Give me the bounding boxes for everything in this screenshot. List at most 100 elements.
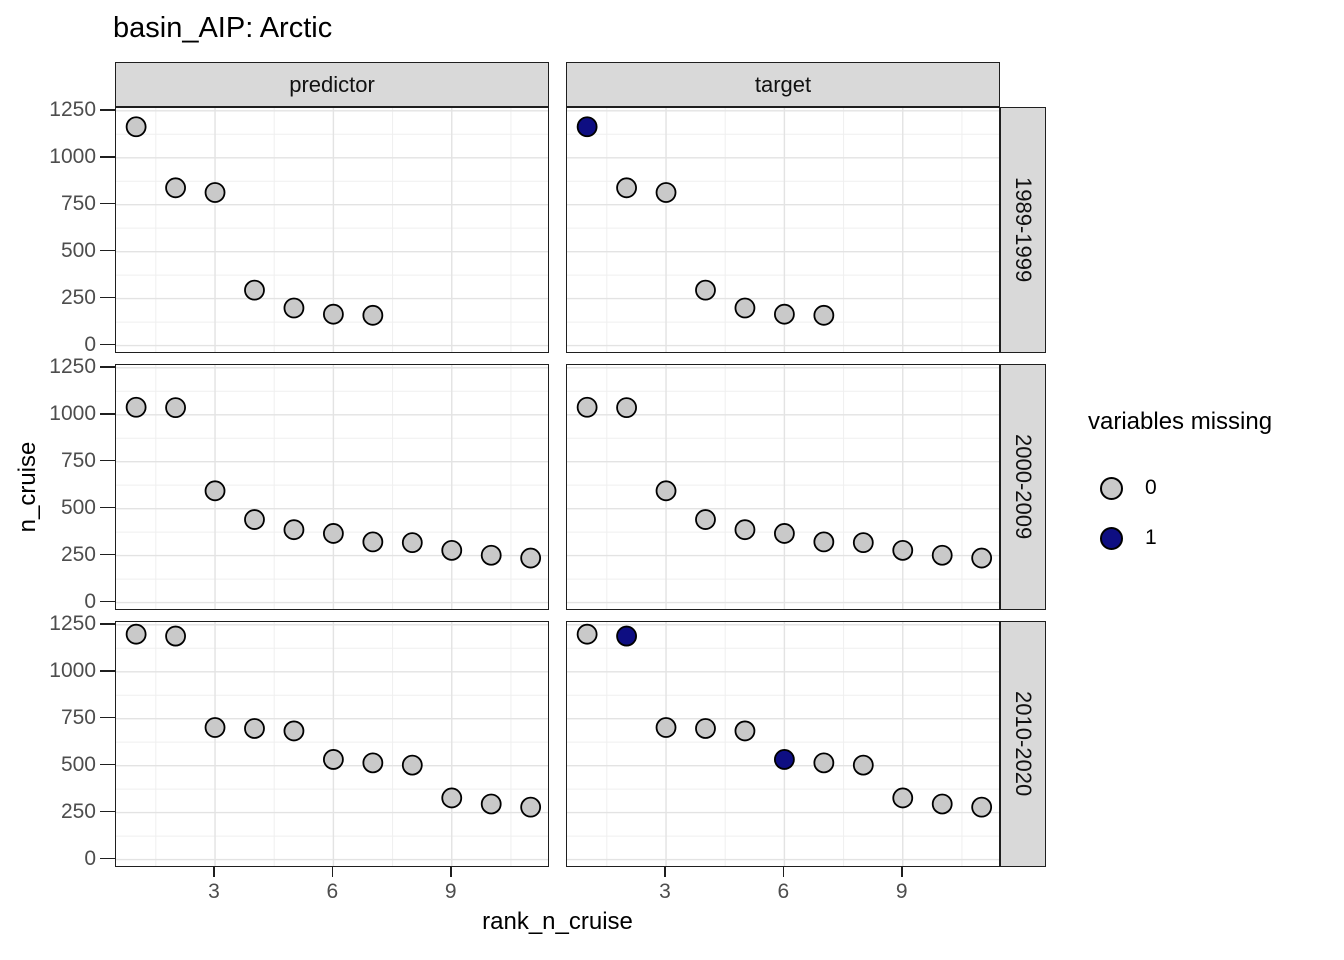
y-tick-label: 1000 [49,658,96,682]
data-point [520,796,542,818]
x-tick-label: 9 [444,880,457,903]
data-point [852,754,874,776]
facet-strip-1989-1999-label: 1989-1999 [1011,177,1036,283]
data-point [773,303,795,325]
y-tick-mark [100,670,115,672]
x-tick-mark [901,867,903,877]
x-tick-mark [664,867,666,877]
facet-strip-2000-2009: 2000-2009 [1000,364,1046,610]
data-point [576,623,598,645]
data-point [576,396,598,418]
y-tick-mark [100,459,115,462]
facet-panel-target-2010-2020 [566,621,1000,867]
data-point [576,116,598,138]
y-tick-label: 500 [60,238,96,262]
data-point [283,519,305,541]
data-point [971,796,993,818]
data-point [971,547,993,569]
y-tick-mark [100,623,115,625]
x-tick-mark [331,867,334,877]
legend-item-0-label: 0 [1145,476,1157,499]
facet-panel-predictor-2000-2009 [115,364,549,610]
data-point [165,625,186,647]
facet-strip-2010-2020-label: 2010-2020 [1011,691,1036,797]
data-point [441,539,463,561]
y-tick-mark [100,810,115,813]
data-point [813,752,835,774]
y-tick-mark [100,553,115,556]
facet-panel-predictor-1989-1999 [115,107,549,353]
data-point [362,531,384,553]
y-tick-mark [100,109,115,111]
data-point [892,787,914,809]
y-tick-label: 250 [60,542,96,566]
data-point [931,793,953,815]
y-tick-mark [100,366,115,368]
facet-panel-target-2000-2009 [566,364,1000,610]
data-point [362,304,384,326]
data-point [616,625,637,647]
facet-strip-2000-2009-label: 2000-2009 [1011,434,1036,540]
data-point [244,279,265,301]
y-tick-label: 0 [84,332,96,356]
data-point [655,717,677,738]
data-point [401,532,423,554]
data-point [695,509,716,530]
facet-strip-predictor: predictor [115,62,549,107]
y-tick-mark [100,716,115,719]
facet-panel-predictor-2010-2020 [115,621,549,867]
legend-item-1: 1 [1088,526,1272,550]
facet-strip-1989-1999: 1989-1999 [1000,107,1046,353]
y-tick-label: 750 [60,705,96,729]
data-point [773,749,795,770]
y-tick-mark [100,249,115,252]
data-point [773,523,795,544]
y-tick-label: 1000 [49,401,96,425]
x-tick-mark [213,867,215,877]
data-point [283,720,305,742]
data-point [204,480,226,502]
legend-title: variables missing [1088,408,1273,435]
x-tick-label: 3 [208,880,220,903]
y-tick-mark [100,343,115,346]
data-point [655,182,677,203]
data-point [813,304,835,326]
data-point [931,544,953,566]
y-tick-label: 250 [60,799,96,823]
legend-key-circle-0 [1100,476,1123,500]
y-tick-label: 750 [60,448,96,472]
data-point [322,749,344,770]
y-tick-mark [100,600,115,603]
y-tick-label: 1250 [49,611,96,635]
data-point [616,397,637,419]
x-axis-title: rank_n_cruise [482,908,633,935]
y-tick-label: 1250 [49,354,96,378]
data-point [734,720,756,742]
y-tick-label: 500 [60,495,96,519]
y-tick-label: 1000 [49,144,96,168]
facet-strip-target-label: target [754,71,812,97]
data-point [813,531,835,553]
y-tick-label: 500 [60,752,96,776]
x-tick-mark [782,867,785,877]
y-tick-label: 250 [60,285,96,309]
y-tick-mark [100,296,115,299]
y-tick-mark [100,763,115,766]
data-point [322,303,344,325]
data-point [520,547,542,569]
chart-title: basin_AIP: Arctic [113,12,333,44]
data-point [892,539,914,561]
data-point [401,754,423,776]
x-tick-label: 6 [326,880,339,903]
legend-item-1-label: 1 [1145,526,1157,549]
y-tick-label: 750 [60,191,96,215]
y-tick-label: 1250 [49,97,96,121]
y-tick-mark [100,857,115,860]
x-tick-label: 9 [895,880,908,903]
data-point [125,116,147,138]
legend-key-circle-1 [1100,526,1123,550]
facet-strip-predictor-label: predictor [289,71,375,97]
data-point [695,718,716,739]
x-tick-mark [450,867,452,877]
